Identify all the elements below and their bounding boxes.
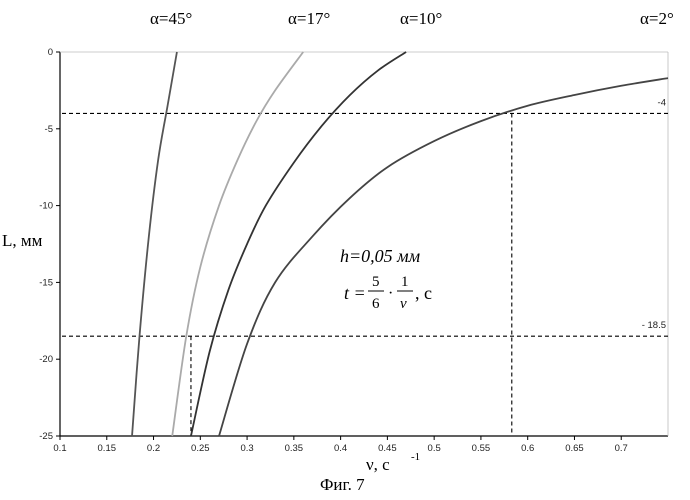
x-axis-title: ν, c -1 (366, 451, 420, 474)
fraction1-denominator: 6 (372, 296, 380, 312)
y-axis-title: L, мм (2, 231, 43, 250)
y-tick-label: -10 (39, 201, 53, 212)
fraction1-numerator: 5 (372, 274, 380, 290)
x-axis-title-exponent: -1 (411, 451, 420, 463)
formula-annotation: h=0,05 мм t = 5 6 · 1 ν , c (340, 246, 432, 312)
x-tick-label: 0.5 (428, 443, 441, 454)
series-label-alpha-17: α=17° (288, 9, 330, 28)
thickness-label: h=0,05 мм (340, 246, 421, 266)
figure-caption: Фиг. 7 (320, 475, 365, 494)
y-tick-label: -5 (45, 124, 53, 135)
fraction2-numerator: 1 (401, 274, 409, 290)
y-tick-label: -15 (39, 277, 53, 288)
series-label-alpha-2: α=2° (640, 9, 674, 28)
fraction2-denominator: ν (400, 296, 407, 312)
series-line-0 (132, 52, 177, 436)
x-tick-label: 0.6 (521, 443, 534, 454)
time-formula-suffix: , c (415, 283, 432, 303)
x-tick-label: 0.15 (98, 443, 117, 454)
x-tick-label: 0.3 (240, 443, 253, 454)
y-tick-label: -20 (39, 354, 53, 365)
y-tick-label: 0 (48, 47, 53, 58)
x-tick-label: 0.45 (378, 443, 397, 454)
x-tick-label: 0.7 (615, 443, 628, 454)
y-tick-label: -25 (39, 431, 53, 442)
series-line-1 (172, 52, 303, 436)
x-tick-label: 0.25 (191, 443, 210, 454)
series-line-2 (191, 52, 406, 436)
x-tick-label: 0.2 (147, 443, 160, 454)
x-tick-label: 0.1 (53, 443, 66, 454)
series-line-3 (219, 78, 668, 436)
reference-line-label: - 18.5 (642, 320, 666, 331)
x-axis-title-main: ν, c (366, 455, 390, 474)
multiply-dot: · (388, 285, 393, 302)
plot-frame (60, 52, 668, 436)
x-tick-label: 0.35 (285, 443, 304, 454)
time-formula-prefix: t = (344, 283, 366, 303)
x-tick-label: 0.4 (334, 443, 347, 454)
x-tick-label: 0.65 (565, 443, 584, 454)
series-label-alpha-45: α=45° (150, 9, 192, 28)
x-tick-label: 0.55 (472, 443, 491, 454)
reference-line-label: -4 (658, 97, 666, 108)
series-label-alpha-10: α=10° (400, 9, 442, 28)
